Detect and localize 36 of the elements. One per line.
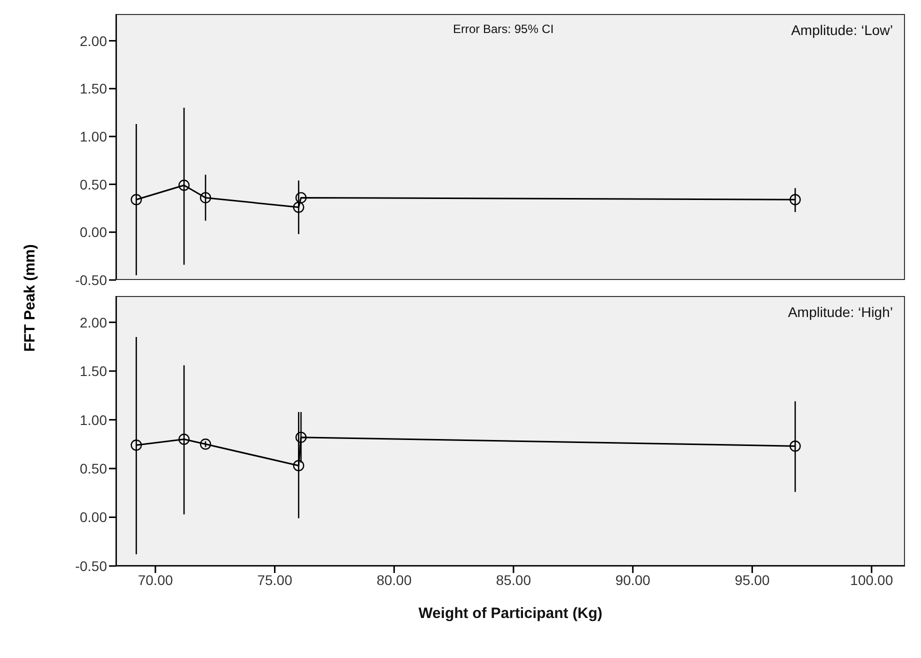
point	[295, 192, 307, 204]
point	[293, 460, 304, 472]
x-tick-label: 80.00	[376, 572, 412, 588]
y-tick-label: -0.50	[75, 558, 108, 574]
x-tick-label: 85.00	[496, 572, 532, 588]
point	[130, 194, 142, 206]
y-tick-label: 2.00	[80, 314, 108, 330]
y-tick-label: 0.00	[80, 224, 108, 240]
point	[790, 194, 801, 206]
y-tick-label: 0.00	[80, 509, 108, 526]
point	[178, 180, 190, 191]
x-axis-title: Weight of Participant (Kg)	[418, 605, 602, 622]
annotation: Amplitude: ‘High’	[788, 304, 893, 320]
y-tick-label: 1.00	[80, 128, 108, 144]
y-tick-label: 2.00	[80, 32, 108, 49]
point	[200, 192, 212, 204]
x-tick-label: 70.00	[138, 572, 174, 588]
y-tick-label: -0.50	[75, 272, 108, 288]
point	[178, 434, 190, 445]
y-tick-label: 0.50	[80, 460, 108, 476]
point	[130, 440, 142, 451]
x-tick-label: 90.00	[615, 572, 651, 588]
x-tick-label: 75.00	[257, 572, 292, 588]
y-tick-label: 1.50	[80, 363, 108, 380]
y-tick-label: 1.50	[80, 80, 108, 97]
annotation: Error Bars: 95% CI	[453, 22, 554, 36]
y-tick-label: 1.00	[80, 412, 108, 428]
point	[200, 438, 212, 450]
y-tick-label: 0.50	[80, 176, 108, 192]
y-axis-title: FFT Peak (mm)	[22, 244, 38, 352]
x-tick-label: 95.00	[734, 572, 770, 588]
point	[295, 432, 307, 443]
point	[790, 440, 801, 452]
point	[293, 202, 304, 213]
annotation: Amplitude: ‘Low’	[791, 22, 893, 38]
x-tick-label: 100.00	[850, 572, 894, 588]
